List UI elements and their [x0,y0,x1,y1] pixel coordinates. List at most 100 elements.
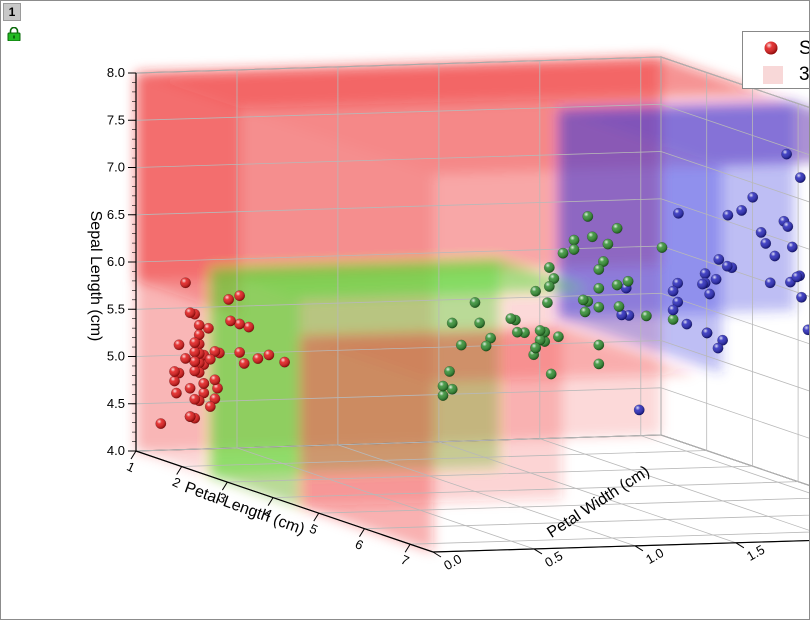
point-highlight [611,223,623,234]
point-highlight [710,274,722,285]
z-tick-label: 6.0 [107,254,125,269]
point-highlight [437,390,449,401]
point-highlight [713,254,724,265]
x-grid-line [135,57,662,452]
y-grid-line [539,60,809,531]
point-highlight [802,324,809,335]
point-highlight [505,313,516,324]
legend-item-setosa: S [743,36,809,62]
x-grid-line [318,497,809,514]
point-highlight [796,292,807,303]
point-highlight [184,307,196,318]
point-highlight [223,294,234,305]
point-highlight [613,301,625,312]
point-highlight [722,210,734,221]
point-highlight [602,238,614,250]
point-highlight [699,268,711,279]
y-tick [735,542,745,549]
y-axis-line [432,539,809,553]
point-highlight [155,418,166,429]
point-highlight [568,234,580,246]
point-highlight [593,264,604,275]
y-tick-label: 0.5 [542,548,565,570]
z-tick-label: 5.0 [107,349,125,364]
y-grid-line [438,63,737,544]
y-tick [533,548,543,555]
z-axis-title: Sepal Length (cm) [87,211,104,342]
point-highlight [485,332,496,344]
z-tick-label: 5.5 [107,301,125,316]
point-highlight [641,310,652,322]
z-tick-label: 4.0 [107,443,125,458]
point-highlight [530,286,541,297]
point-highlight [765,277,776,288]
point-highlight [209,374,221,385]
legend-label: 3 [799,64,810,85]
z-tick-label: 7.0 [107,160,125,175]
point-highlight [189,394,200,405]
point-highlight [722,261,733,272]
point-highlight [791,271,803,283]
y-grid-line [640,57,809,494]
z-tick-label: 7.5 [107,112,125,127]
point-highlight [667,285,679,297]
point-highlight [672,296,683,308]
point-highlight [548,273,560,284]
point-highlight [544,262,555,273]
point-highlight [544,281,555,292]
point-highlight [568,244,580,255]
point-highlight [755,227,767,238]
point-highlight [474,317,485,329]
y-grid-line [236,69,535,550]
point-highlight [582,211,593,222]
point-highlight [447,317,458,329]
point-highlight [672,278,683,289]
z-tick-label: 6.5 [107,207,125,222]
y-tick [634,545,644,552]
pink-box-icon [763,66,783,84]
x-axis-line [135,450,434,553]
lock-icon[interactable] [7,27,21,41]
point-highlight [593,339,604,351]
x-tick-label: 6 [353,536,366,553]
point-highlight [704,288,715,300]
point-highlight [782,221,793,232]
legend-item-region: 3 [743,62,810,88]
x-grid-line [273,103,799,498]
point-highlight [534,334,546,346]
z-tick-label: 4.5 [107,396,125,411]
point-highlight [634,404,645,416]
point-highlight [530,342,541,354]
point-highlight [769,250,780,262]
point-highlight [616,309,627,321]
point-highlight [447,384,458,395]
point-highlight [480,340,492,352]
point-highlight [180,277,191,288]
point-highlight [173,339,185,350]
point-highlight [205,354,216,365]
point-highlight [263,349,275,361]
x-grid-line [364,514,809,530]
point-highlight [189,346,200,358]
point-highlight [209,393,221,404]
point-highlight [667,304,679,316]
point-highlight [243,321,254,333]
point-highlight [534,325,546,336]
point-highlight [212,383,223,394]
y-grid-line [337,66,636,547]
layer-tab[interactable]: 1 [3,3,21,21]
point-highlight [736,205,747,216]
x-tick-label: 7 [399,552,412,569]
point-highlight [557,248,569,259]
point-highlight [667,314,679,325]
point-highlight [234,318,245,330]
point-highlight [456,339,467,351]
point-highlight [184,411,196,422]
x-grid-line [181,72,708,467]
x-tick [313,512,320,522]
point-highlight [239,358,250,369]
point-highlight [717,335,728,346]
point-highlight [587,231,598,242]
point-highlight [622,276,634,287]
